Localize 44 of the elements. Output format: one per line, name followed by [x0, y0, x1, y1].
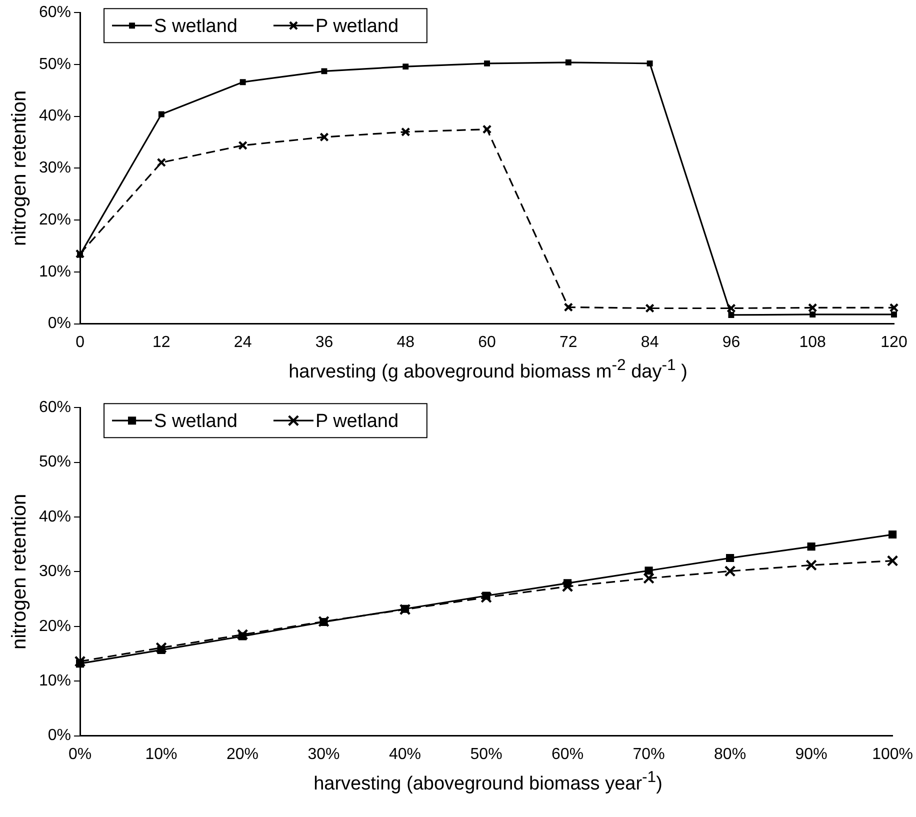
x-tick-label: 60: [478, 334, 496, 351]
x-tick-label: 48: [396, 334, 415, 351]
legend-label: P wetland: [315, 16, 399, 37]
x-tick-label: 12: [152, 334, 170, 351]
x-tick-label: 80%: [714, 746, 746, 764]
y-tick-label: 50%: [38, 454, 72, 472]
y-tick-label: 50%: [38, 56, 72, 73]
legend-label: P wetland: [315, 411, 399, 432]
y-tick-label: 40%: [38, 108, 72, 125]
x-tick-label: 96: [722, 334, 740, 351]
x-tick-label: 10%: [145, 746, 178, 764]
x-tick-label: 36: [315, 334, 334, 351]
x-tick-label: 108: [799, 334, 826, 351]
x-tick-label: 0%: [68, 746, 92, 764]
x-tick-label: 100%: [872, 746, 913, 764]
y-tick-label: 20%: [38, 618, 72, 636]
y-axis-title: nitrogen retention: [8, 90, 31, 246]
x-tick-label: 90%: [795, 746, 828, 764]
y-tick-label: 0%: [48, 728, 72, 745]
x-tick-label: 60%: [552, 746, 584, 764]
y-tick-label: 40%: [38, 508, 72, 526]
x-tick-label: 70%: [632, 746, 665, 764]
y-tick-label: 20%: [38, 211, 72, 228]
y-tick-label: 60%: [38, 4, 72, 22]
x-tick-label: 30%: [308, 746, 340, 764]
y-tick-label: 0%: [48, 315, 72, 332]
x-tick-label: 0: [76, 334, 85, 351]
legend-label: S wetland: [154, 16, 238, 37]
y-tick-label: 60%: [38, 399, 72, 416]
y-tick-label: 30%: [38, 160, 72, 177]
x-axis-title: harvesting (aboveground biomass year$^{-1}$): [312, 769, 664, 796]
x-tick-label: 24: [234, 334, 252, 351]
y-tick-label: 10%: [38, 672, 72, 690]
x-tick-label: 50%: [470, 746, 502, 764]
x-axis-title: harvesting (g aboveground biomass m$^{-2}$ day$^{-1}$ ): [288, 357, 688, 384]
x-tick-label: 72: [560, 334, 578, 351]
x-tick-label: 20%: [226, 746, 259, 764]
x-tick-label: 40%: [389, 746, 422, 764]
x-tick-label: 84: [640, 334, 659, 351]
y-axis-title: nitrogen retention: [8, 494, 31, 650]
y-tick-label: 30%: [38, 563, 72, 580]
x-tick-label: 120: [880, 334, 908, 351]
y-tick-label: 10%: [38, 263, 72, 280]
legend-label: S wetland: [154, 411, 238, 432]
